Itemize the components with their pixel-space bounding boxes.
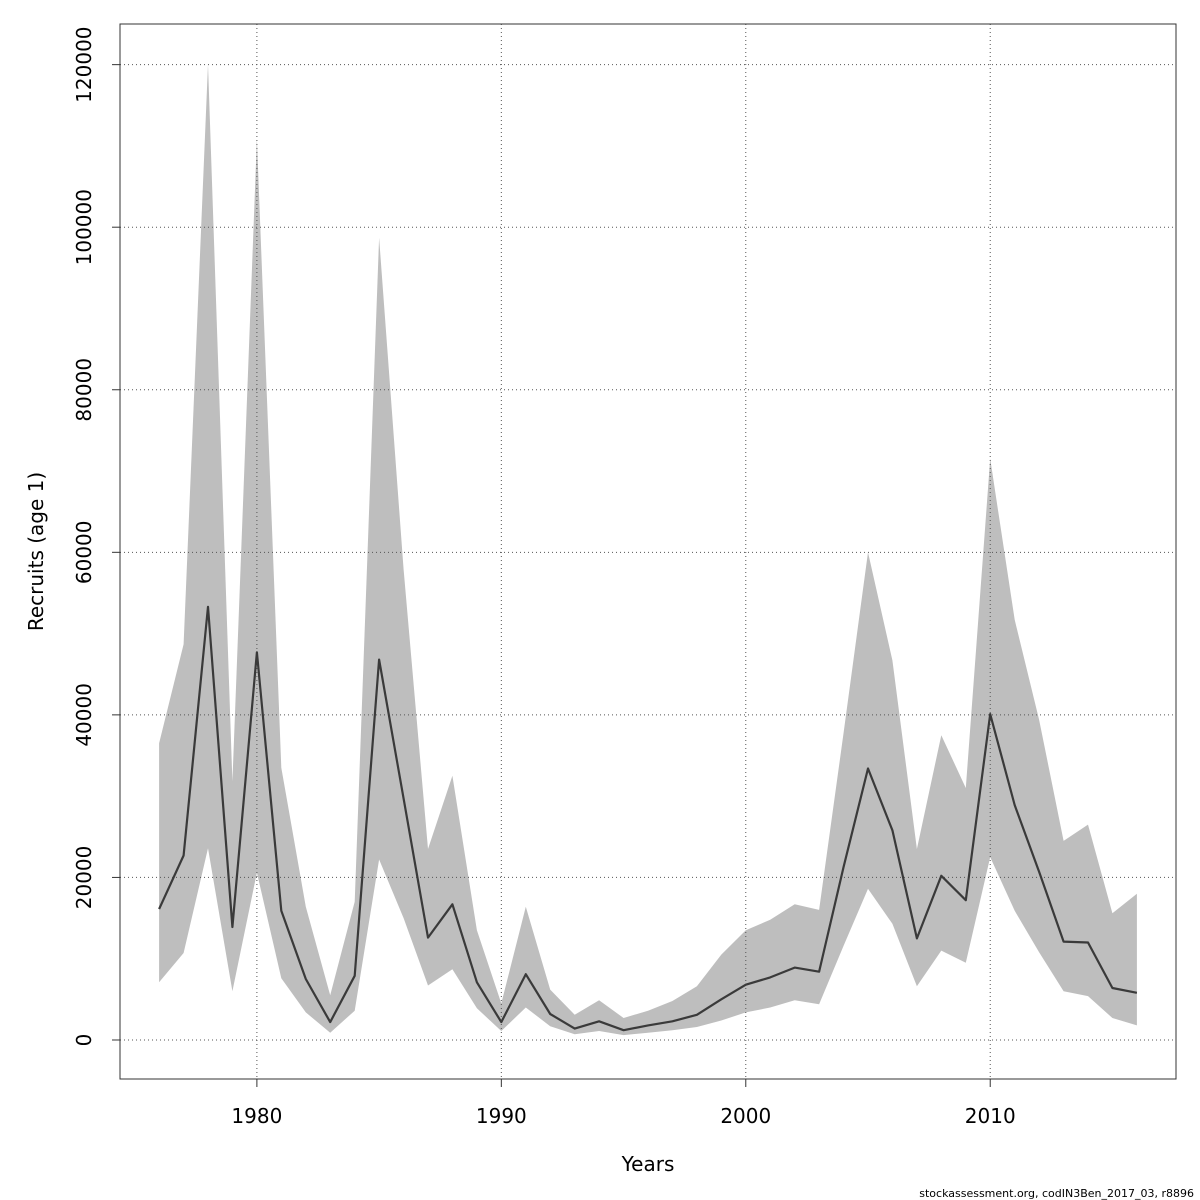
y-tick-label: 100000 (72, 189, 96, 265)
y-tick-label: 0 (72, 1034, 96, 1047)
x-tick-label: 2000 (720, 1104, 771, 1128)
plot-frame (119, 23, 1177, 1080)
y-axis-title: Recruits (age 1) (24, 472, 48, 631)
series-line-layer (158, 605, 1138, 1032)
x-axis-title: Years (621, 1152, 675, 1176)
x-tick-label: 1990 (476, 1104, 527, 1128)
x-tick-label: 2010 (965, 1104, 1016, 1128)
recruits-estimate-line (158, 605, 1138, 1032)
y-tick-label: 120000 (72, 26, 96, 102)
source-footnote: stockassessment.org, codIN3Ben_2017_03, … (919, 1187, 1194, 1200)
y-tick-label: 60000 (72, 521, 96, 585)
gridlines (120, 24, 1176, 1079)
x-tick-label: 1980 (231, 1104, 282, 1128)
confidence-band-layer (159, 64, 1137, 1036)
axis-ticks: 1980 1990 2000 2010 0 20000 40000 60000 80000 100… (72, 26, 1016, 1128)
y-tick-label: 40000 (72, 683, 96, 747)
confidence-band (159, 64, 1137, 1036)
y-tick-label: 80000 (72, 358, 96, 422)
y-tick-label: 20000 (72, 846, 96, 910)
